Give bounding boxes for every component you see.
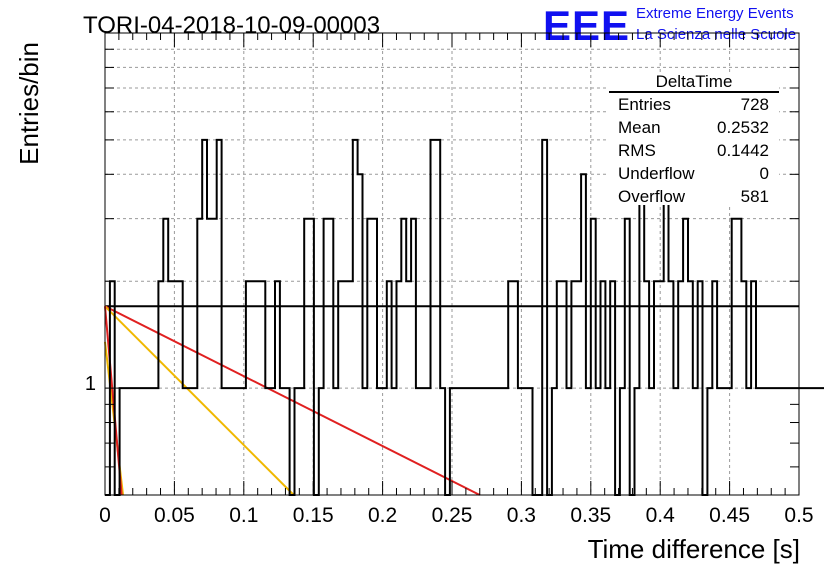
x-tick-label: 0.1: [229, 504, 258, 527]
stats-row-label: Entries: [618, 95, 671, 114]
stats-row-label: Underflow: [618, 164, 695, 183]
eee-logo: EEE: [543, 2, 630, 49]
stats-row-value: 0: [760, 164, 769, 183]
stats-box: DeltaTime Entries 728 Mean 0.2532 RMS 0.1442 U…: [609, 72, 779, 206]
project-line1: Extreme Energy Events: [636, 5, 794, 22]
stats-row-label: RMS: [618, 141, 656, 160]
x-tick-label: 0.05: [154, 504, 195, 527]
x-tick-label: 0.15: [293, 504, 334, 527]
x-tick-label: 0.45: [709, 504, 750, 527]
y-axis-label: Entries/bin: [14, 42, 44, 165]
x-tick-label: 0.5: [784, 504, 813, 527]
stats-row-value: 728: [741, 95, 769, 114]
stats-row-value: 0.2532: [717, 118, 769, 137]
x-tick-label: 0.4: [646, 504, 676, 527]
x-tick-label: 0.3: [507, 504, 536, 527]
stats-row-value: 581: [741, 187, 769, 206]
x-tick-label: 0.35: [570, 504, 611, 527]
x-tick-label: 0.2: [368, 504, 397, 527]
stats-box-background: [609, 75, 779, 205]
fit-curve: [104, 305, 481, 496]
stats-row-value: 0.1442: [717, 141, 769, 160]
stats-title: DeltaTime: [656, 72, 733, 91]
stats-row-label: Overflow: [618, 187, 686, 206]
x-tick-label: 0.25: [432, 504, 473, 527]
stats-rows: Entries 728 Mean 0.2532 RMS 0.1442 Underflow 0 O…: [618, 95, 769, 206]
x-tick-label: 0: [99, 504, 111, 527]
y-tick-label: 1: [85, 373, 96, 395]
x-tick-labels: 0 0.05 0.1 0.15 0.2 0.25 0.3 0.35 0.4 0.45 0.5: [99, 504, 813, 527]
run-title: TORI-04-2018-10-09-00003: [83, 12, 380, 39]
fit-curve: [104, 305, 295, 496]
plot-frame: [104, 32, 800, 496]
x-axis-label: Time difference [s]: [588, 534, 800, 564]
stats-row-label: Mean: [618, 118, 661, 137]
